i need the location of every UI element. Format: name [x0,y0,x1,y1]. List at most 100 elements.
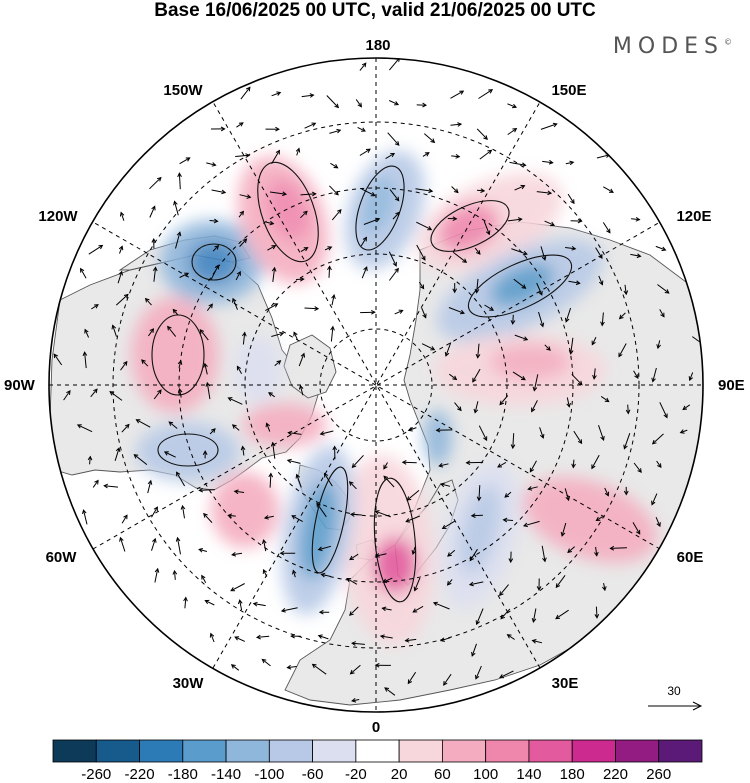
wind-arrow [326,95,339,108]
wind-arrow [514,334,528,341]
wind-arrowhead [172,308,178,314]
lon-label-180: 180 [365,37,390,54]
wind-arrowhead [470,513,476,518]
wind-arrow [164,451,176,458]
wind-arrow [174,570,176,580]
wind-arrow [433,602,450,610]
wind-arrow [292,570,296,578]
wind-arrow [281,607,298,612]
wind-arrow [451,155,460,158]
wind-arrowhead [93,388,98,394]
wind-arrowhead [123,514,128,520]
wind-arrowhead [227,513,233,519]
wind-arrowhead [594,613,600,619]
wind-arrow [499,584,509,596]
wind-arrow [272,267,276,282]
wind-arrow [269,191,287,195]
wind-arrowhead [453,188,459,194]
wind-arrow [596,516,603,521]
wind-arrowhead [237,599,243,605]
wind-arrowhead [390,152,396,158]
wind-arrowhead [323,472,329,478]
wind-arrowhead [651,500,656,506]
wind-arrow [263,569,268,577]
meridian-30w-150e [212,101,541,669]
wind-arrowhead [319,431,325,436]
wind-arrowhead [157,389,162,395]
wind-arrowhead [231,552,237,557]
wind-arrow [240,86,251,100]
wind-arrowhead [660,312,665,318]
wind-arrowhead [246,194,252,199]
wind-arrowhead [201,574,206,580]
wind-arrowhead [357,102,363,108]
wind-arrow [179,272,189,278]
wind-arrow [350,664,361,675]
wind-arrowhead [522,250,528,256]
wind-arrowhead [370,192,376,197]
wind-arrowhead [214,264,219,270]
wind-arrow [115,294,129,306]
wind-arrowhead [512,103,518,109]
wind-arrow [416,244,426,261]
wind-arrow [176,472,186,487]
wind-arrowhead [459,90,465,95]
wind-arrowhead [469,556,475,562]
colorbar-swatch [95,739,140,763]
wind-arrowhead [303,210,308,216]
wind-arrowhead [485,230,491,236]
wind-arrow [104,485,119,488]
wind-arrowhead [230,664,236,669]
colorbar-tick-label: -100 [254,766,284,783]
wind-arrow [329,129,341,134]
positive-anomaly-blob [243,403,327,447]
wind-arrow [593,368,596,379]
wind-arrow [120,212,125,221]
wind-arrow [133,454,148,465]
wind-arrow [451,186,459,193]
wind-arrowhead [424,152,430,157]
wind-arrowhead [502,517,508,523]
wind-arrow [630,253,641,257]
wind-arrowhead [180,504,186,510]
wind-arrowhead [422,102,428,108]
wind-arrowhead [379,634,385,639]
wind-arrow [359,148,371,156]
wind-arrow [507,103,517,108]
wind-arrowhead [311,663,317,669]
wind-arrowhead [118,270,123,276]
wind-arrow [499,395,509,405]
wind-arrowhead [333,164,339,169]
wind-arrow [514,185,525,191]
wind-arrowhead [521,162,527,168]
wind-arrowhead [214,244,220,250]
wind-arrow [242,446,245,456]
wind-arrowhead [483,135,488,140]
wind-arrow [623,433,631,449]
wind-arrow [145,298,152,306]
wind-arrowhead [598,280,604,286]
wind-arrowhead [205,381,211,387]
wind-arrowhead [651,377,656,383]
wind-arrow [232,298,238,310]
wind-arrow [274,360,281,367]
colorbar-swatch [658,739,703,763]
wind-arrowhead [571,463,576,469]
wind-arrow [531,400,538,412]
wind-arrowhead [538,290,543,296]
wind-arrowhead [287,430,293,436]
wind-arrowhead [656,522,661,528]
wind-arrowhead [487,149,493,155]
negative-anomaly-blob [424,410,452,466]
wind-arrowhead [144,297,150,303]
wind-arrowhead [604,397,610,403]
wind-arrowhead [176,231,182,237]
meridian-60w-120e [92,221,661,550]
wind-arrow [627,404,629,414]
wind-arrowhead [351,641,356,646]
wind-arrowhead [568,349,574,355]
wind-arrowhead [623,490,629,496]
wind-arrowhead [263,515,269,520]
wind-arrowhead [241,331,247,337]
